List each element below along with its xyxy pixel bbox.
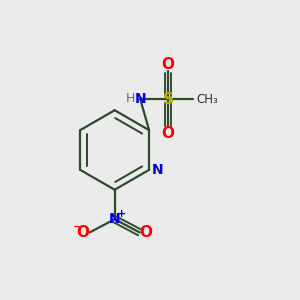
Text: O: O <box>162 126 175 141</box>
Text: −: − <box>73 220 84 234</box>
Text: O: O <box>77 225 90 240</box>
Text: N: N <box>152 163 163 177</box>
Text: O: O <box>162 57 175 72</box>
Text: N: N <box>134 92 146 106</box>
Text: O: O <box>140 225 153 240</box>
Text: CH₃: CH₃ <box>196 93 218 106</box>
Text: S: S <box>163 92 174 107</box>
Text: H: H <box>126 92 136 105</box>
Text: N: N <box>109 212 121 226</box>
Text: +: + <box>116 209 126 219</box>
